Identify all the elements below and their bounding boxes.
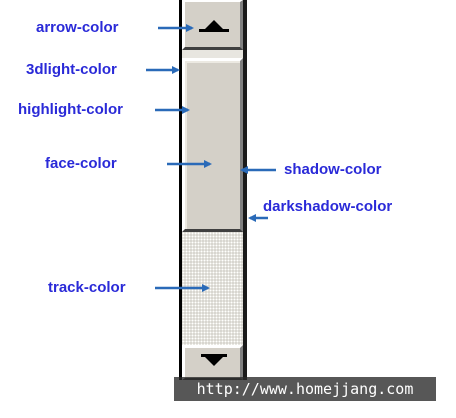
arrow-color-label: arrow-color: [36, 19, 119, 36]
triangle-up-icon-base: [199, 29, 229, 32]
face-color-label: face-color: [45, 155, 117, 172]
triangle-up-icon: [205, 20, 223, 29]
3dlight-color-label: 3dlight-color: [26, 61, 117, 78]
scrollbar-thumb[interactable]: [182, 58, 243, 232]
scrollbar-thumb-highlight: [185, 61, 240, 229]
scroll-down-button[interactable]: [182, 345, 243, 380]
site-watermark: http://www.homejjang.com: [174, 377, 436, 401]
scrollbar-left-border: [179, 0, 182, 380]
scrollbar-darkshadow-border: [243, 0, 247, 380]
scroll-up-button[interactable]: [182, 0, 243, 50]
triangle-down-icon-base: [201, 354, 227, 357]
track-color-label: track-color: [48, 279, 126, 296]
highlight-color-label: highlight-color: [18, 101, 123, 118]
shadow-color-label: shadow-color: [284, 161, 382, 178]
scrollbar-track[interactable]: [182, 232, 243, 345]
triangle-down-icon: [205, 357, 223, 366]
scrollbar-gap: [182, 50, 243, 58]
darkshadow-color-label: darkshadow-color: [263, 198, 393, 215]
